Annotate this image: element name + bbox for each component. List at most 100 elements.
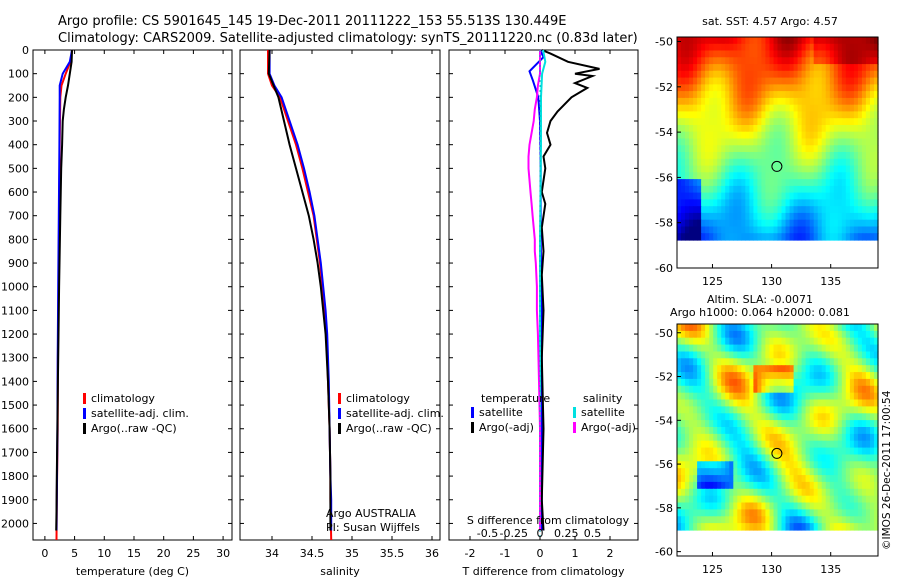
map-cell (777, 104, 783, 113)
map-cell (677, 372, 682, 380)
map-cell (705, 185, 710, 194)
map-cell (849, 192, 855, 200)
map-cell (797, 447, 803, 456)
map-cell (717, 50, 722, 58)
map-cell (677, 461, 682, 469)
map-cell (745, 97, 750, 106)
x-tick-label: 25 (186, 547, 200, 560)
map-cell (681, 91, 686, 99)
map-cell (857, 165, 863, 173)
map-cell (870, 165, 875, 173)
map-cell (857, 420, 863, 428)
map-cell (689, 212, 694, 221)
map-cell (785, 138, 791, 146)
map-cell (785, 481, 791, 490)
map-cell (757, 91, 762, 99)
map-cell (801, 516, 807, 524)
map-cell (761, 212, 766, 221)
map-cell (741, 413, 746, 421)
map-cell (801, 475, 807, 483)
map-cell (737, 413, 742, 421)
map-cell (865, 447, 871, 456)
map-cell (781, 440, 787, 449)
map-cell (829, 399, 835, 407)
map-cell (761, 509, 766, 517)
map-cell (729, 131, 734, 140)
y-tick-label: 1200 (1, 328, 29, 341)
map-cell (789, 447, 795, 456)
map-cell (745, 165, 750, 173)
map-cell (825, 125, 831, 133)
map-cell (793, 420, 799, 428)
map-cell (809, 185, 815, 194)
map-cell (805, 372, 811, 380)
map-cell (821, 509, 827, 517)
map-cell (749, 468, 754, 476)
map-cell (861, 344, 867, 353)
map-cell (785, 468, 791, 476)
map-cell (757, 145, 762, 153)
map-cell (813, 185, 819, 194)
map-cell (853, 111, 859, 119)
map-cell (725, 233, 730, 241)
map-cell (701, 77, 706, 85)
map-cell (701, 372, 706, 380)
map-cell (749, 77, 754, 85)
map-cell (713, 406, 718, 414)
map-cell (689, 37, 694, 45)
map-cell (865, 185, 871, 194)
map-cell (709, 226, 714, 234)
map-cell (681, 172, 686, 180)
map-cell (857, 427, 863, 435)
map-cell (861, 365, 867, 373)
map-cell (841, 365, 847, 373)
map-cell (785, 509, 791, 517)
map-cell (825, 454, 831, 462)
map-cell (845, 84, 851, 92)
map-cell (777, 420, 783, 428)
map-cell (773, 192, 779, 200)
map-cell (817, 420, 823, 428)
map-cell (717, 461, 722, 469)
map-cell (789, 475, 795, 483)
map-cell (685, 172, 690, 180)
map-cell (761, 330, 766, 339)
map-cell (801, 226, 807, 234)
map-cell (709, 433, 714, 442)
map-cell (753, 420, 758, 428)
map-cell (777, 495, 783, 504)
map-cell (829, 77, 835, 85)
map-cell (861, 50, 867, 58)
map-cell (765, 523, 770, 531)
map-cell (817, 219, 823, 228)
map-cell (709, 145, 714, 153)
map-cell (861, 77, 867, 85)
map-cell (689, 447, 694, 456)
map-cell (677, 481, 682, 490)
map-cell (705, 219, 710, 228)
map-cell (701, 454, 706, 462)
map-cell (721, 420, 726, 428)
map-cell (685, 509, 690, 517)
map-cell (741, 199, 746, 207)
map-cell (857, 481, 863, 490)
map-cell (805, 118, 811, 126)
map-cell (765, 118, 770, 126)
map-cell (845, 192, 851, 200)
map-cell (813, 70, 819, 79)
map-cell (817, 226, 823, 234)
map-cell (773, 64, 779, 72)
map-cell (857, 206, 863, 214)
map-cell (821, 199, 827, 207)
map-cell (709, 378, 714, 387)
map-cell (717, 475, 722, 483)
map-cell (725, 118, 730, 126)
map-cell (845, 37, 851, 45)
map-cell (749, 192, 754, 200)
map-cell (849, 233, 855, 241)
map-cell (773, 84, 779, 92)
map-cell (865, 158, 871, 167)
map-cell (825, 145, 831, 153)
map-cell (745, 118, 750, 126)
map-cell (685, 158, 690, 167)
